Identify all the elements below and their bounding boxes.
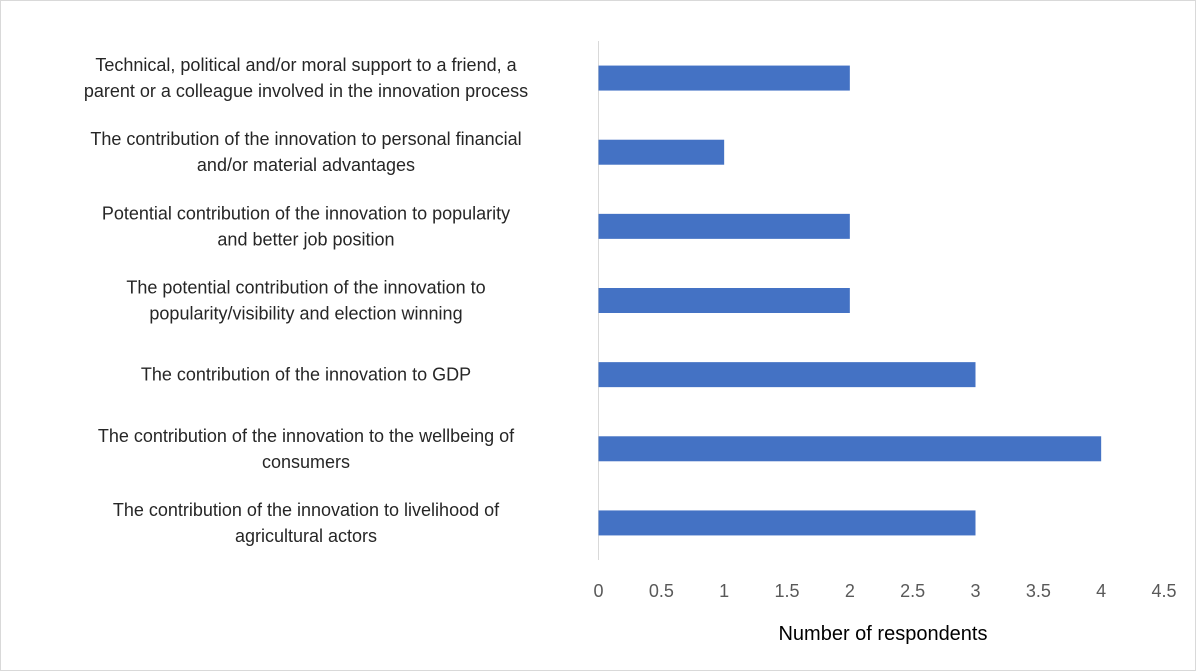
category-label-line: popularity/visibility and election winni… (149, 304, 462, 324)
x-tick-label: 0 (593, 581, 603, 601)
category-label-line: The potential contribution of the innova… (126, 278, 485, 298)
category-label-line: The contribution of the innovation to th… (98, 426, 515, 446)
category-label-line: parent or a colleague involved in the in… (84, 81, 528, 101)
x-tick-label: 2.5 (900, 581, 925, 601)
bar-7 (598, 510, 976, 536)
category-label-line: and/or material advantages (197, 155, 415, 175)
x-tick-labels: 0 0.5 1 1.5 2 2.5 3 3.5 4 4.5 (593, 581, 1176, 601)
x-tick-label: 3 (970, 581, 980, 601)
category-label-6: The contribution of the innovation to th… (98, 426, 515, 472)
x-tick-label: 1 (719, 581, 729, 601)
x-tick-label: 2 (845, 581, 855, 601)
x-tick-label: 3.5 (1026, 581, 1051, 601)
category-label-3: Potential contribution of the innovation… (102, 203, 510, 249)
x-axis-title: Number of respondents (778, 623, 987, 645)
bar-1 (598, 65, 850, 91)
x-tick-label: 1.5 (774, 581, 799, 601)
bar-6 (598, 436, 1102, 462)
category-label-1: Technical, political and/or moral suppor… (84, 55, 528, 101)
category-label-2: The contribution of the innovation to pe… (90, 129, 521, 175)
x-tick-label: 0.5 (649, 581, 674, 601)
category-label-line: consumers (262, 452, 350, 472)
category-label-line: Technical, political and/or moral suppor… (95, 55, 517, 75)
category-label-line: Potential contribution of the innovation… (102, 203, 510, 223)
x-tick-label: 4.5 (1151, 581, 1176, 601)
category-label-line: The contribution of the innovation to GD… (141, 365, 471, 385)
x-tick-label: 4 (1096, 581, 1106, 601)
bar-3 (598, 213, 850, 239)
category-label-line: and better job position (217, 229, 394, 249)
category-labels: Technical, political and/or moral suppor… (84, 55, 528, 546)
bar-5 (598, 362, 976, 388)
bars-group (598, 65, 1102, 536)
category-label-7: The contribution of the innovation to li… (113, 500, 500, 546)
category-label-line: agricultural actors (235, 526, 377, 546)
category-label-line: The contribution of the innovation to li… (113, 500, 500, 520)
bar-2 (598, 139, 725, 165)
category-label-5: The contribution of the innovation to GD… (141, 365, 471, 385)
category-label-line: The contribution of the innovation to pe… (90, 129, 521, 149)
category-label-4: The potential contribution of the innova… (126, 278, 485, 324)
bar-4 (598, 288, 850, 313)
